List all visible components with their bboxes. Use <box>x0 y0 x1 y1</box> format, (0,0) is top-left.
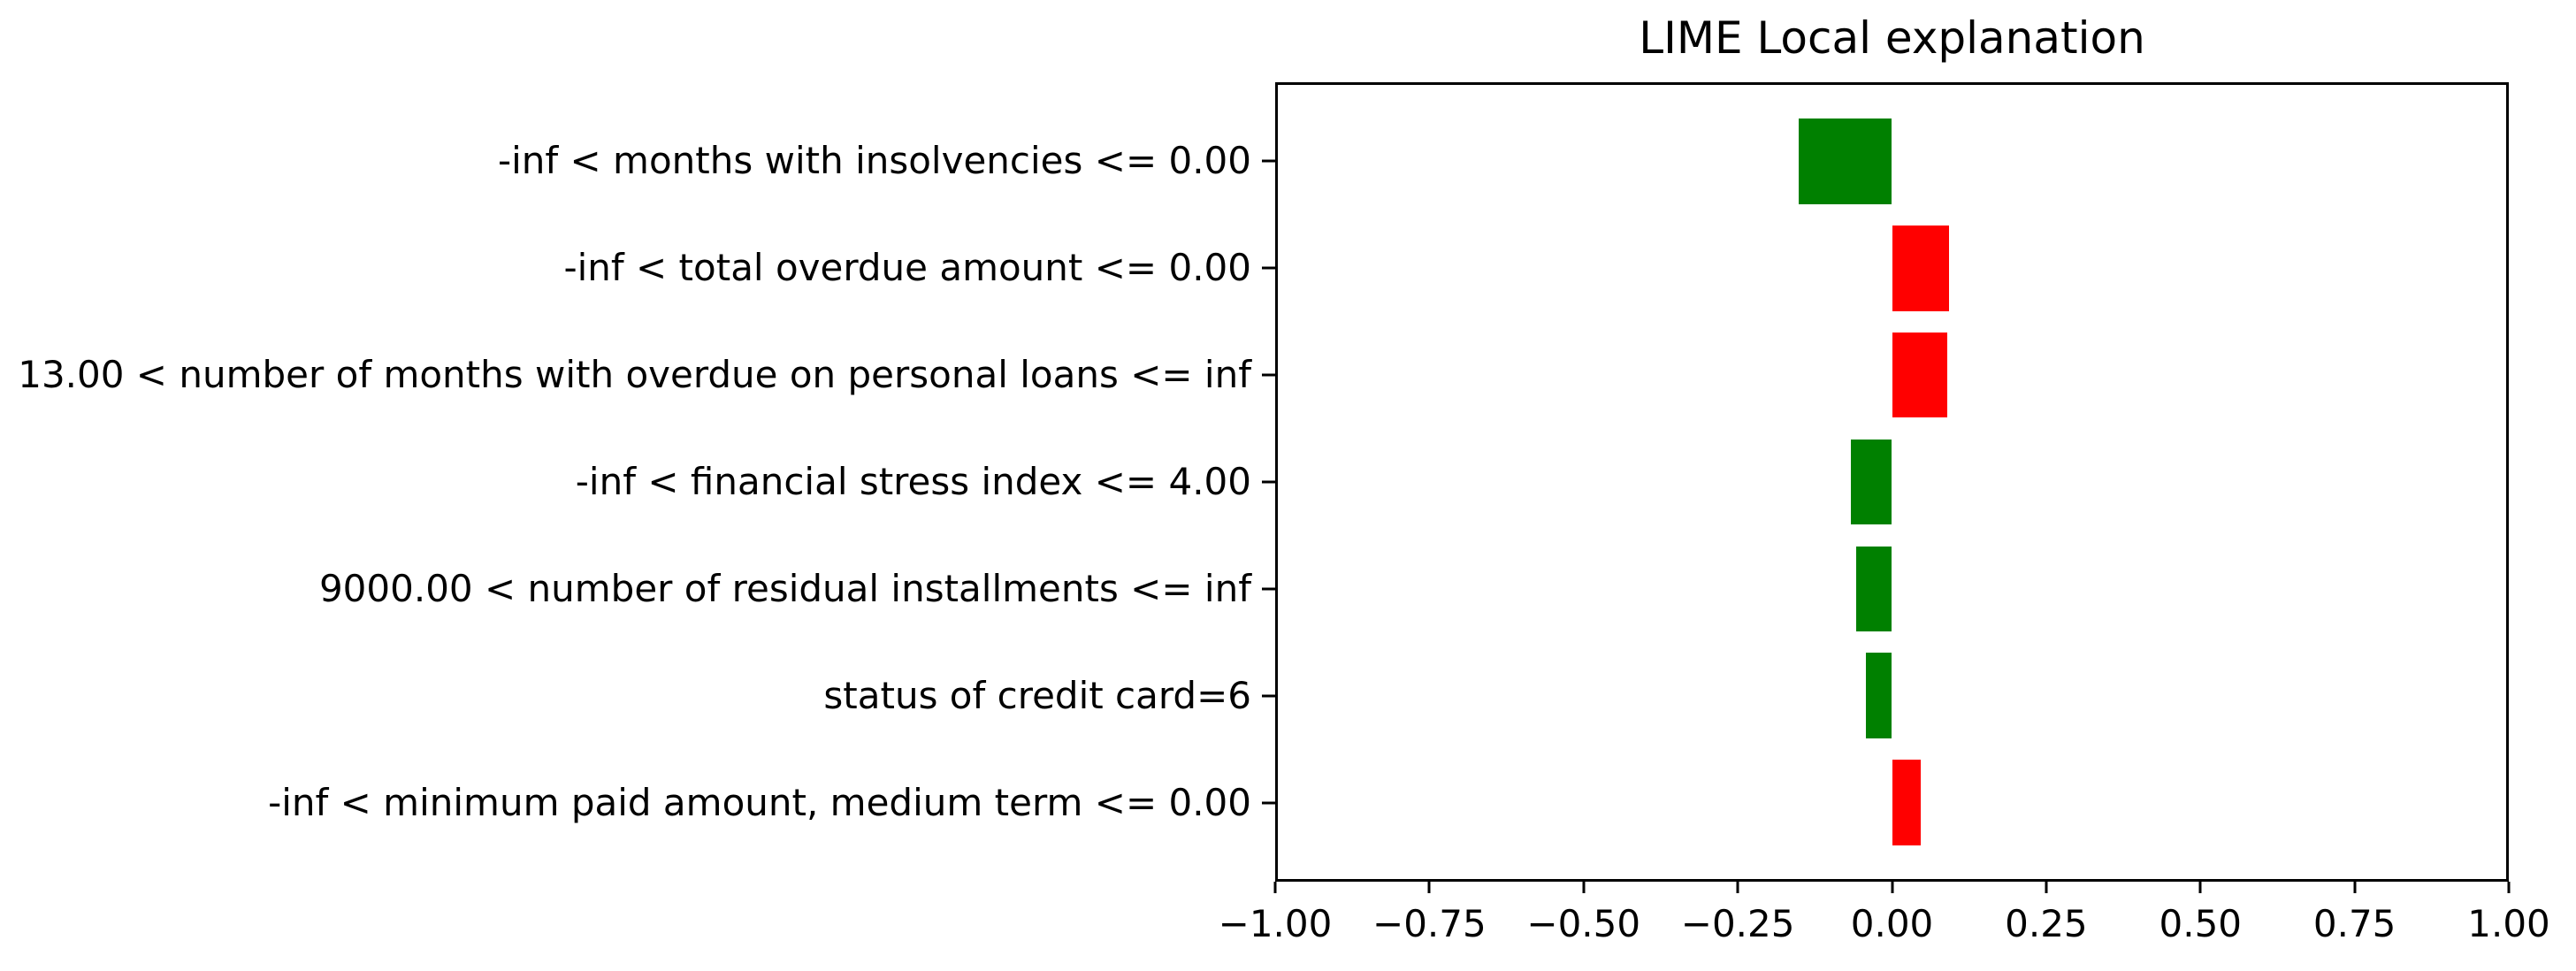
y-tick-mark <box>1262 694 1275 698</box>
bar-negative <box>1850 439 1892 525</box>
y-tick-mark <box>1262 801 1275 805</box>
x-tick-mark <box>2507 882 2511 893</box>
y-tick-mark <box>1262 266 1275 270</box>
x-tick-label: 0.25 <box>2005 902 2088 945</box>
y-tick-mark <box>1262 159 1275 163</box>
x-tick-mark <box>1273 882 1277 893</box>
y-tick-label: 13.00 < number of months with overdue on… <box>18 353 1251 397</box>
y-tick-mark <box>1262 587 1275 591</box>
chart-title: LIME Local explanation <box>1639 12 2145 64</box>
x-tick-label: −0.50 <box>1526 902 1641 945</box>
x-tick-mark <box>1736 882 1739 893</box>
y-tick-mark <box>1262 373 1275 377</box>
x-tick-label: 0.50 <box>2159 902 2243 945</box>
plot-area <box>1275 82 2509 882</box>
y-tick-label: -inf < months with insolvencies <= 0.00 <box>497 139 1251 183</box>
bar-positive <box>1892 225 1949 311</box>
x-tick-mark <box>1891 882 1893 893</box>
x-tick-label: −0.25 <box>1680 902 1795 945</box>
bar-negative <box>1865 653 1892 739</box>
bar-negative <box>1799 119 1892 204</box>
x-tick-mark <box>2045 882 2048 893</box>
x-tick-mark <box>1427 882 1431 893</box>
x-tick-mark <box>2198 882 2202 893</box>
y-tick-label: 9000.00 < number of residual installment… <box>318 566 1251 610</box>
bar-negative <box>1856 546 1892 632</box>
x-tick-label: −1.00 <box>1218 902 1333 945</box>
y-tick-label: -inf < total overdue amount <= 0.00 <box>563 246 1251 290</box>
x-tick-label: 0.75 <box>2312 902 2396 945</box>
y-tick-label: -inf < minimum paid amount, medium term … <box>268 780 1251 824</box>
y-tick-label: status of credit card=6 <box>823 673 1251 717</box>
y-tick-label: -inf < financial stress index <= 4.00 <box>575 460 1251 503</box>
x-tick-label: 0.00 <box>1850 902 1934 945</box>
bar-positive <box>1892 760 1921 845</box>
y-tick-mark <box>1262 480 1275 484</box>
x-tick-mark <box>2353 882 2357 893</box>
x-tick-mark <box>1582 882 1586 893</box>
x-tick-label: −0.75 <box>1372 902 1487 945</box>
x-tick-label: 1.00 <box>2467 902 2550 945</box>
bar-positive <box>1892 332 1947 418</box>
